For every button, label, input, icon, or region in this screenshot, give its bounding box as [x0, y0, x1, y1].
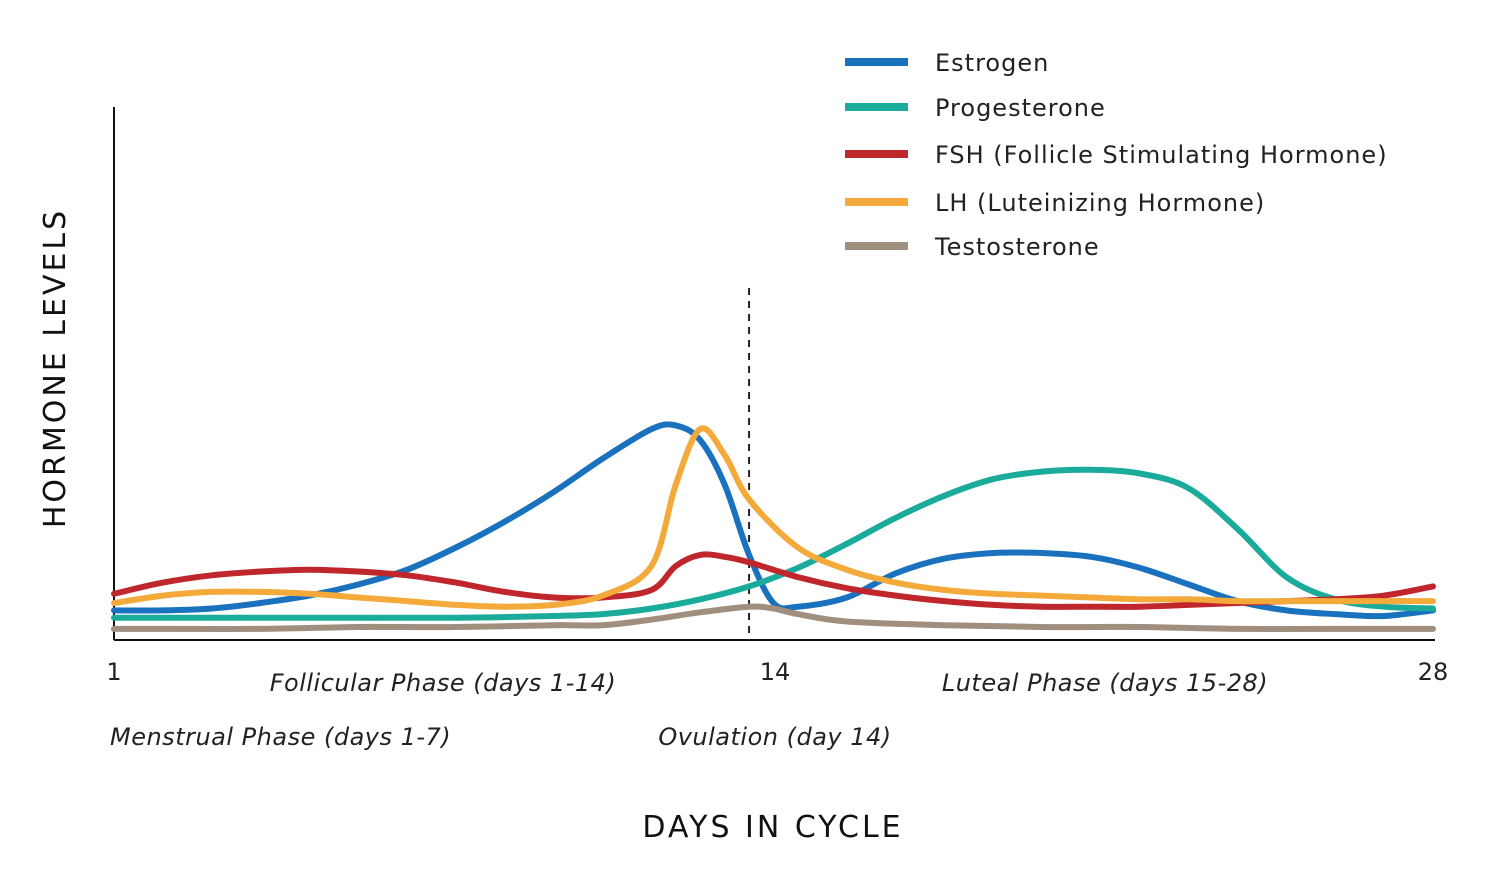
- series-line-fsh: [111, 551, 1436, 610]
- legend-label-lh: LH (Luteinizing Hormone): [935, 189, 1265, 217]
- series-line-lh: [111, 425, 1436, 610]
- follicular-phase-label: Follicular Phase (days 1-14): [270, 669, 617, 697]
- x-tick-label-1: 1: [106, 658, 121, 686]
- legend: Estrogen Progesterone FSH (Follicle Stim…: [845, 49, 1388, 261]
- luteal-phase-label: Luteal Phase (days 15-28): [942, 669, 1268, 697]
- legend-label-fsh: FSH (Follicle Stimulating Hormone): [935, 141, 1388, 169]
- x-tick-label-14: 14: [760, 658, 791, 686]
- ovulation-label: Ovulation (day 14): [658, 723, 891, 751]
- menstrual-phase-label: Menstrual Phase (days 1-7): [110, 723, 451, 751]
- x-axis-title: DAYS IN CYCLE: [642, 810, 903, 845]
- series-line-testosterone: [111, 603, 1436, 633]
- series-lines: [111, 421, 1436, 633]
- legend-label-progesterone: Progesterone: [935, 94, 1106, 122]
- legend-label-testosterone: Testosterone: [934, 233, 1100, 261]
- series-line-estrogen: [111, 421, 1436, 620]
- series-line-progesterone: [111, 466, 1436, 621]
- y-axis-title: HORMONE LEVELS: [38, 208, 73, 528]
- x-tick-label-28: 28: [1418, 658, 1449, 686]
- legend-label-estrogen: Estrogen: [935, 49, 1049, 77]
